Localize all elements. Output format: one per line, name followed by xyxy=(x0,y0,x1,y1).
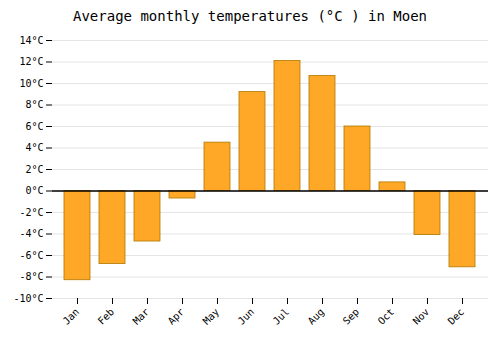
svg-text:-4°C: -4°C xyxy=(19,228,43,239)
svg-text:-8°C: -8°C xyxy=(19,271,43,282)
svg-text:-10°C: -10°C xyxy=(13,293,43,304)
svg-text:2°C: 2°C xyxy=(25,164,43,175)
svg-text:14°C: 14°C xyxy=(19,35,43,46)
svg-text:12°C: 12°C xyxy=(19,56,43,67)
svg-text:-2°C: -2°C xyxy=(19,207,43,218)
svg-text:May: May xyxy=(201,306,222,327)
svg-text:-6°C: -6°C xyxy=(19,250,43,261)
svg-text:10°C: 10°C xyxy=(19,78,43,89)
svg-text:Oct: Oct xyxy=(376,306,397,327)
svg-text:Aug: Aug xyxy=(306,306,327,327)
svg-text:Dec: Dec xyxy=(446,306,467,327)
svg-text:Sep: Sep xyxy=(341,306,362,327)
svg-text:Jul: Jul xyxy=(271,306,292,327)
svg-text:Feb: Feb xyxy=(96,306,117,327)
svg-text:Mar: Mar xyxy=(131,306,152,327)
svg-text:8°C: 8°C xyxy=(25,99,43,110)
svg-text:6°C: 6°C xyxy=(25,121,43,132)
svg-text:Apr: Apr xyxy=(166,306,187,327)
svg-text:Jun: Jun xyxy=(236,306,257,327)
html-text:Average monthly temperatures (: Average monthly temperatures (°C ) in Mo… xyxy=(73,8,427,24)
svg-text:0°C: 0°C xyxy=(25,185,43,196)
svg-text:Nov: Nov xyxy=(411,306,432,327)
svg-text:4°C: 4°C xyxy=(25,142,43,153)
svg-text:Jan: Jan xyxy=(61,306,82,327)
